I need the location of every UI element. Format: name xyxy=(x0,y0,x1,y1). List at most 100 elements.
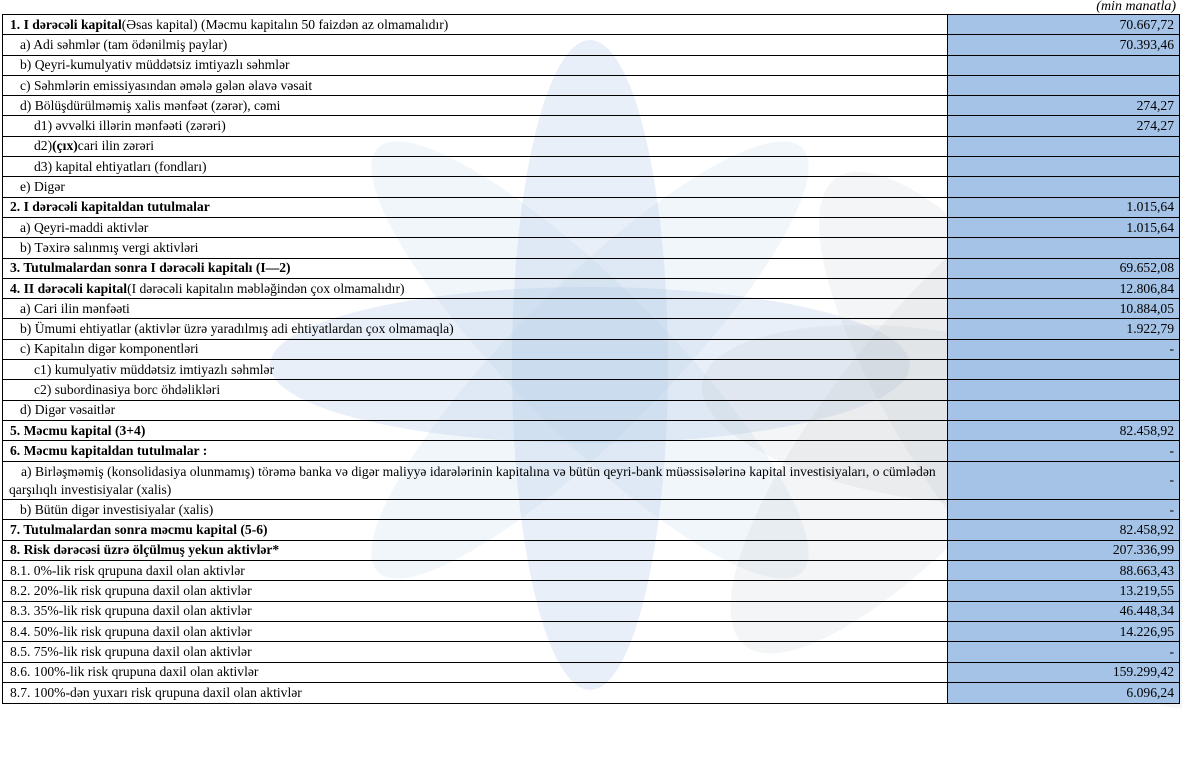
row-label: 8. Risk dərəcəsi üzrə ölçülmuş yekun akt… xyxy=(3,540,948,561)
table-row: 8.5. 75%-lik risk qrupuna daxil olan akt… xyxy=(3,642,1179,663)
row-label: d) Bölüşdürülməmiş xalis mənfəət (zərər)… xyxy=(3,96,948,116)
row-label: 8.2. 20%-lik risk qrupuna daxil olan akt… xyxy=(3,581,948,601)
table-row: b) Qeyri-kumulyativ müddətsiz imtiyazlı … xyxy=(3,55,1179,76)
row-label: a) Adi səhmlər (tam ödənilmiş paylar) xyxy=(3,35,948,55)
row-label: 8.6. 100%-lik risk qrupuna daxil olan ak… xyxy=(3,662,948,682)
row-value xyxy=(948,380,1179,400)
table-row: a) Qeyri-maddi aktivlər 1.015,64 xyxy=(3,217,1179,239)
table-row: b) Bütün digər investisiyalar (xalis) - xyxy=(3,500,1179,521)
row-label: b) Ümumi ehtiyatlar (aktivlər üzrə yarad… xyxy=(3,319,948,339)
row-label: 8.5. 75%-lik risk qrupuna daxil olan akt… xyxy=(3,642,948,662)
row-label: 6. Məcmu kapitaldan tutulmalar : xyxy=(3,441,948,461)
table-row: d3) kapital ehtiyatları (fondları) xyxy=(3,157,1179,178)
row-value: - xyxy=(948,500,1179,520)
row-value: 10.884,05 xyxy=(948,299,1179,319)
table-row: 8.6. 100%-lik risk qrupuna daxil olan ak… xyxy=(3,662,1179,683)
row-label: b) Qeyri-kumulyativ müddətsiz imtiyazlı … xyxy=(3,55,948,75)
row-value xyxy=(948,136,1179,157)
row-label: c) Kapitalın digər komponentləri xyxy=(3,339,948,360)
table-row: d) Bölüşdürülməmiş xalis mənfəət (zərər)… xyxy=(3,96,1179,117)
row-label: 8.7. 100%-dən yuxarı risk qrupuna daxil … xyxy=(3,682,948,704)
capital-table: 1. I dərəcəli kapital (Əsas kapital) (Mə… xyxy=(2,14,1180,705)
row-value: - xyxy=(948,441,1179,461)
row-value: 14.226,95 xyxy=(948,621,1179,642)
table-row: 2. I dərəcəli kapitaldan tutulmalar 1.015… xyxy=(3,197,1179,218)
row-value: 70.393,46 xyxy=(948,35,1179,55)
table-row: c) Səhmlərin emissiyasından əmələ gələn … xyxy=(3,75,1179,97)
row-value: 13.219,55 xyxy=(948,581,1179,601)
row-value: 46.448,34 xyxy=(948,601,1179,621)
table-row: c) Kapitalın digər komponentləri - xyxy=(3,339,1179,361)
row-label: 8.1. 0%-lik risk qrupuna daxil olan akti… xyxy=(3,561,948,581)
table-row: 8. Risk dərəcəsi üzrə ölçülmuş yekun akt… xyxy=(3,540,1179,562)
row-value: - xyxy=(948,642,1179,662)
row-value xyxy=(948,238,1179,258)
row-label: 2. I dərəcəli kapitaldan tutulmalar xyxy=(3,197,948,217)
row-label: a) Qeyri-maddi aktivlər xyxy=(3,217,948,238)
row-label: 8.4. 50%-lik risk qrupuna daxil olan akt… xyxy=(3,621,948,642)
table-row: b) Ümumi ehtiyatlar (aktivlər üzrə yarad… xyxy=(3,319,1179,340)
row-label: a) Cari ilin mənfəəti xyxy=(3,299,948,319)
row-value: 82.458,92 xyxy=(948,520,1179,540)
row-value: 1.015,64 xyxy=(948,217,1179,238)
row-value xyxy=(948,157,1179,177)
row-label: 5. Məcmu kapital (3+4) xyxy=(3,420,948,441)
table-row: 5. Məcmu kapital (3+4) 82.458,92 xyxy=(3,420,1179,442)
row-value: - xyxy=(948,339,1179,360)
table-row: c1) kumulyativ müddətsiz imtiyazlı səhml… xyxy=(3,360,1179,381)
table-row: 3. Tutulmalardan sonra I dərəcəli kapita… xyxy=(3,258,1179,279)
table-row: c2) subordinasiya borc öhdəlikləri xyxy=(3,380,1179,401)
row-label: e) Digər xyxy=(3,177,948,197)
row-label: a) Birləşməmiş (konsolidasiya olunmamış)… xyxy=(3,461,948,500)
table-row: 6. Məcmu kapitaldan tutulmalar :- xyxy=(3,441,1179,462)
row-value xyxy=(948,75,1179,96)
row-value: 159.299,42 xyxy=(948,662,1179,682)
table-row: d1) əvvəlki illərin mənfəəti (zərəri) 274… xyxy=(3,116,1179,137)
table-row: a) Cari ilin mənfəəti 10.884,05 xyxy=(3,299,1179,320)
row-value: 88.663,43 xyxy=(948,561,1179,581)
row-value: 82.458,92 xyxy=(948,420,1179,441)
row-label: d2) (çıx) cari ilin zərəri xyxy=(3,136,948,157)
watermark-petal-icon xyxy=(512,40,668,690)
row-value xyxy=(948,360,1179,380)
table-row: b) Təxirə salınmış vergi aktivləri xyxy=(3,238,1179,259)
table-row: 1. I dərəcəli kapital (Əsas kapital) (Mə… xyxy=(3,15,1179,36)
table-row: 4. II dərəcəli kapital (I dərəcəli kapit… xyxy=(3,278,1179,300)
row-label: 3. Tutulmalardan sonra I dərəcəli kapita… xyxy=(3,258,948,278)
row-label: c2) subordinasiya borc öhdəlikləri xyxy=(3,380,948,400)
row-label: 4. II dərəcəli kapital (I dərəcəli kapit… xyxy=(3,278,948,299)
row-value: 1.922,79 xyxy=(948,319,1179,339)
row-label: c) Səhmlərin emissiyasından əmələ gələn … xyxy=(3,75,948,96)
row-label: b) Bütün digər investisiyalar (xalis) xyxy=(3,500,948,520)
row-value: 1.015,64 xyxy=(948,197,1179,217)
row-value xyxy=(948,177,1179,197)
table-row: 8.7. 100%-dən yuxarı risk qrupuna daxil … xyxy=(3,682,1179,704)
table-row: 8.1. 0%-lik risk qrupuna daxil olan akti… xyxy=(3,561,1179,582)
row-label: 8.3. 35%-lik risk qrupuna daxil olan akt… xyxy=(3,601,948,621)
table-row: a) Birləşməmiş (konsolidasiya olunmamış)… xyxy=(3,461,1179,501)
row-value xyxy=(948,55,1179,75)
row-value: 69.652,08 xyxy=(948,258,1179,278)
unit-note: (min manatla) xyxy=(1096,0,1176,14)
row-label: d1) əvvəlki illərin mənfəəti (zərəri) xyxy=(3,116,948,136)
table-row: 8.3. 35%-lik risk qrupuna daxil olan akt… xyxy=(3,601,1179,622)
row-label: d3) kapital ehtiyatları (fondları) xyxy=(3,157,948,177)
row-value: - xyxy=(948,461,1179,500)
table-row: 7. Tutulmalardan sonra məcmu kapital (5-… xyxy=(3,520,1179,541)
row-value: 274,27 xyxy=(948,116,1179,136)
row-label: 7. Tutulmalardan sonra məcmu kapital (5-… xyxy=(3,520,948,540)
row-value: 274,27 xyxy=(948,96,1179,116)
row-label: d) Digər vəsaitlər xyxy=(3,400,948,420)
watermark-flower xyxy=(270,40,1182,760)
row-value: 12.806,84 xyxy=(948,278,1179,299)
row-value: 207.336,99 xyxy=(948,540,1179,561)
row-label: b) Təxirə salınmış vergi aktivləri xyxy=(3,238,948,258)
table-row: 8.2. 20%-lik risk qrupuna daxil olan akt… xyxy=(3,581,1179,602)
row-label: 1. I dərəcəli kapital (Əsas kapital) (Mə… xyxy=(3,15,948,35)
row-value: 70.667,72 xyxy=(948,15,1179,35)
table-row: e) Digər xyxy=(3,177,1179,198)
table-row: d) Digər vəsaitlər xyxy=(3,400,1179,421)
table-row: 8.4. 50%-lik risk qrupuna daxil olan akt… xyxy=(3,621,1179,643)
table-row: d2) (çıx) cari ilin zərəri xyxy=(3,136,1179,158)
